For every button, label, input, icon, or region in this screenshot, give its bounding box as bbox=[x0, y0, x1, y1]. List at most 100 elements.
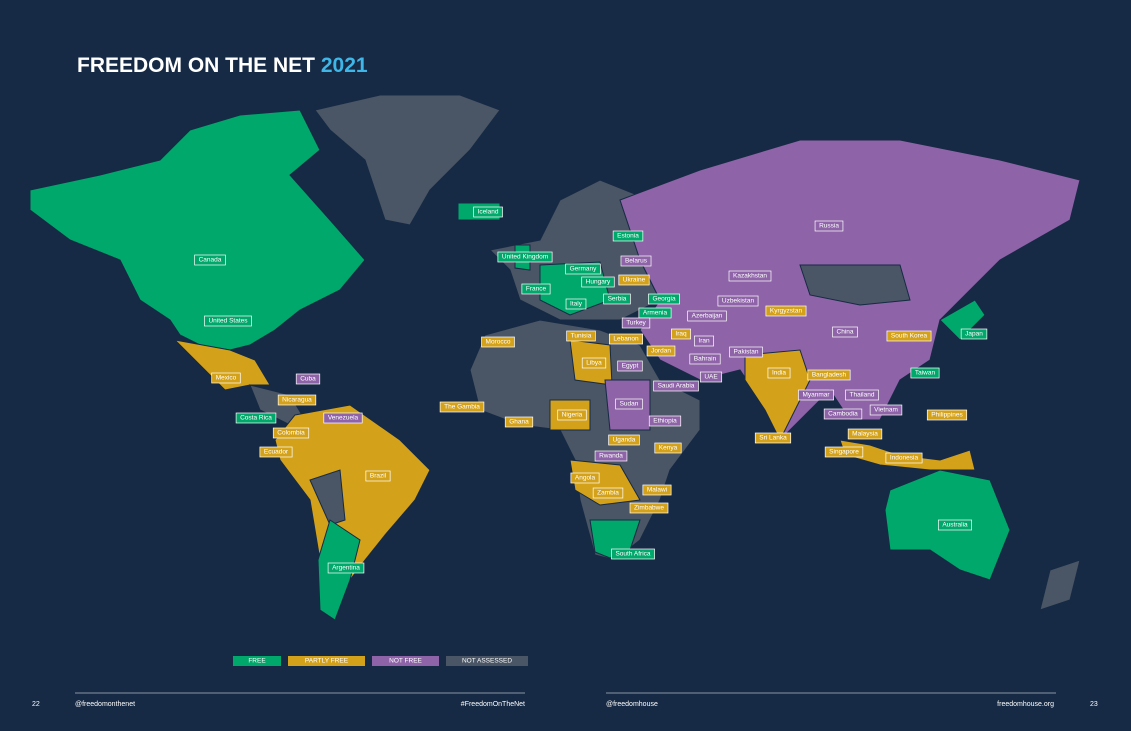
country-label: Venezuela bbox=[323, 412, 363, 424]
label-box bbox=[717, 295, 759, 307]
country-label: Malaysia bbox=[847, 428, 883, 440]
legend-label: NOT ASSESSED bbox=[462, 658, 512, 665]
country-name: South Africa bbox=[615, 551, 650, 558]
country-label: Cuba bbox=[295, 373, 321, 385]
country-label: Russia bbox=[814, 220, 844, 232]
label-box bbox=[481, 336, 515, 348]
page-number: 22 bbox=[32, 701, 40, 708]
label-box bbox=[621, 317, 651, 329]
country-label: Zimbabwe bbox=[629, 502, 669, 514]
country-name: Brazil bbox=[370, 473, 387, 480]
label-box bbox=[728, 270, 772, 282]
label-box bbox=[211, 372, 241, 384]
country-name: Uganda bbox=[613, 437, 636, 444]
hashtag: #FreedomOnTheNet bbox=[461, 701, 525, 708]
country-label: Estonia bbox=[612, 230, 644, 242]
label-box bbox=[581, 276, 615, 288]
legend-swatch bbox=[372, 656, 439, 666]
country-label: Jordan bbox=[646, 345, 676, 357]
label-box bbox=[823, 408, 863, 420]
country-label: Nigeria bbox=[557, 409, 587, 421]
label-box bbox=[592, 487, 624, 499]
country-label: Thailand bbox=[845, 389, 879, 401]
label-box bbox=[767, 367, 791, 379]
label-box bbox=[473, 206, 503, 218]
country-name: Iceland bbox=[478, 209, 499, 216]
label-box bbox=[699, 371, 723, 383]
country-name: Taiwan bbox=[915, 370, 936, 377]
country-label: United Kingdom bbox=[497, 251, 553, 263]
label-box bbox=[807, 369, 851, 381]
country-name: Azerbaijan bbox=[692, 313, 723, 320]
country-name: Belarus bbox=[625, 258, 648, 265]
country-name: Pakistan bbox=[734, 349, 759, 356]
country-name: Cuba bbox=[300, 376, 316, 383]
website: freedomhouse.org bbox=[997, 701, 1054, 708]
country-name: Sudan bbox=[620, 401, 639, 408]
country-label: Ecuador bbox=[259, 446, 293, 458]
country-name: Estonia bbox=[617, 233, 639, 240]
country-label: The Gambia bbox=[439, 401, 485, 413]
country-name: UAE bbox=[704, 374, 718, 381]
label-box bbox=[729, 346, 763, 358]
country-name: Canada bbox=[199, 257, 222, 264]
country-label: Uzbekistan bbox=[717, 295, 759, 307]
label-box bbox=[594, 450, 628, 462]
country-name: Kazakhstan bbox=[733, 273, 767, 280]
country-label: Colombia bbox=[272, 427, 310, 439]
label-box bbox=[845, 389, 879, 401]
country-labels: Iceland Canada United States Mexico Cuba Nica… bbox=[194, 206, 988, 574]
country-label: Ethiopia bbox=[648, 415, 682, 427]
country-name: Japan bbox=[965, 331, 983, 338]
label-box bbox=[814, 220, 844, 232]
country-name: Vietnam bbox=[874, 407, 898, 414]
country-label: Iran bbox=[694, 335, 714, 347]
country-name: Argentina bbox=[332, 565, 360, 572]
country-name: Serbia bbox=[608, 296, 627, 303]
country-name: Sri Lanka bbox=[759, 435, 787, 442]
country-label: Libya bbox=[581, 357, 607, 369]
country-label: Germany bbox=[565, 263, 601, 275]
social-handle: @freedomonthenet bbox=[75, 701, 135, 708]
label-box bbox=[754, 432, 792, 444]
country-label: Ukraine bbox=[618, 274, 650, 286]
label-box bbox=[521, 283, 551, 295]
page-number: 23 bbox=[1090, 701, 1098, 708]
label-box bbox=[259, 446, 293, 458]
label-box bbox=[938, 519, 972, 531]
label-box bbox=[798, 389, 834, 401]
country-label: Canada bbox=[194, 254, 226, 266]
label-box bbox=[557, 409, 587, 421]
country-label: Bahrain bbox=[689, 353, 721, 365]
label-box bbox=[671, 328, 691, 340]
country-name: Kenya bbox=[659, 445, 678, 452]
label-box bbox=[277, 394, 317, 406]
label-box bbox=[439, 401, 485, 413]
label-box bbox=[648, 415, 682, 427]
country-name: Georgia bbox=[652, 296, 676, 303]
country-label: Georgia bbox=[648, 293, 680, 305]
label-box bbox=[638, 307, 672, 319]
country-label: Australia bbox=[938, 519, 972, 531]
label-box bbox=[504, 416, 534, 428]
country-label: Argentina bbox=[327, 562, 365, 574]
label-box bbox=[497, 251, 553, 263]
country-name: Thailand bbox=[850, 392, 875, 399]
label-box bbox=[612, 230, 644, 242]
label-box bbox=[570, 472, 600, 484]
title: FREEDOM ON THE NET 2021 bbox=[77, 54, 368, 77]
label-box bbox=[603, 293, 631, 305]
country-name: Bahrain bbox=[694, 356, 717, 363]
country-name: China bbox=[837, 329, 854, 336]
country-name: Iraq bbox=[675, 331, 687, 338]
country-label: Malawi bbox=[642, 484, 672, 496]
label-box bbox=[687, 310, 727, 322]
country-label: Turkey bbox=[621, 317, 651, 329]
country-name: Lebanon bbox=[613, 336, 639, 343]
social-handle: @freedomhouse bbox=[606, 701, 658, 708]
label-box bbox=[617, 360, 643, 372]
country-name: Ghana bbox=[509, 419, 529, 426]
label-box bbox=[272, 427, 310, 439]
country-label: Kyrgyzstan bbox=[765, 305, 807, 317]
